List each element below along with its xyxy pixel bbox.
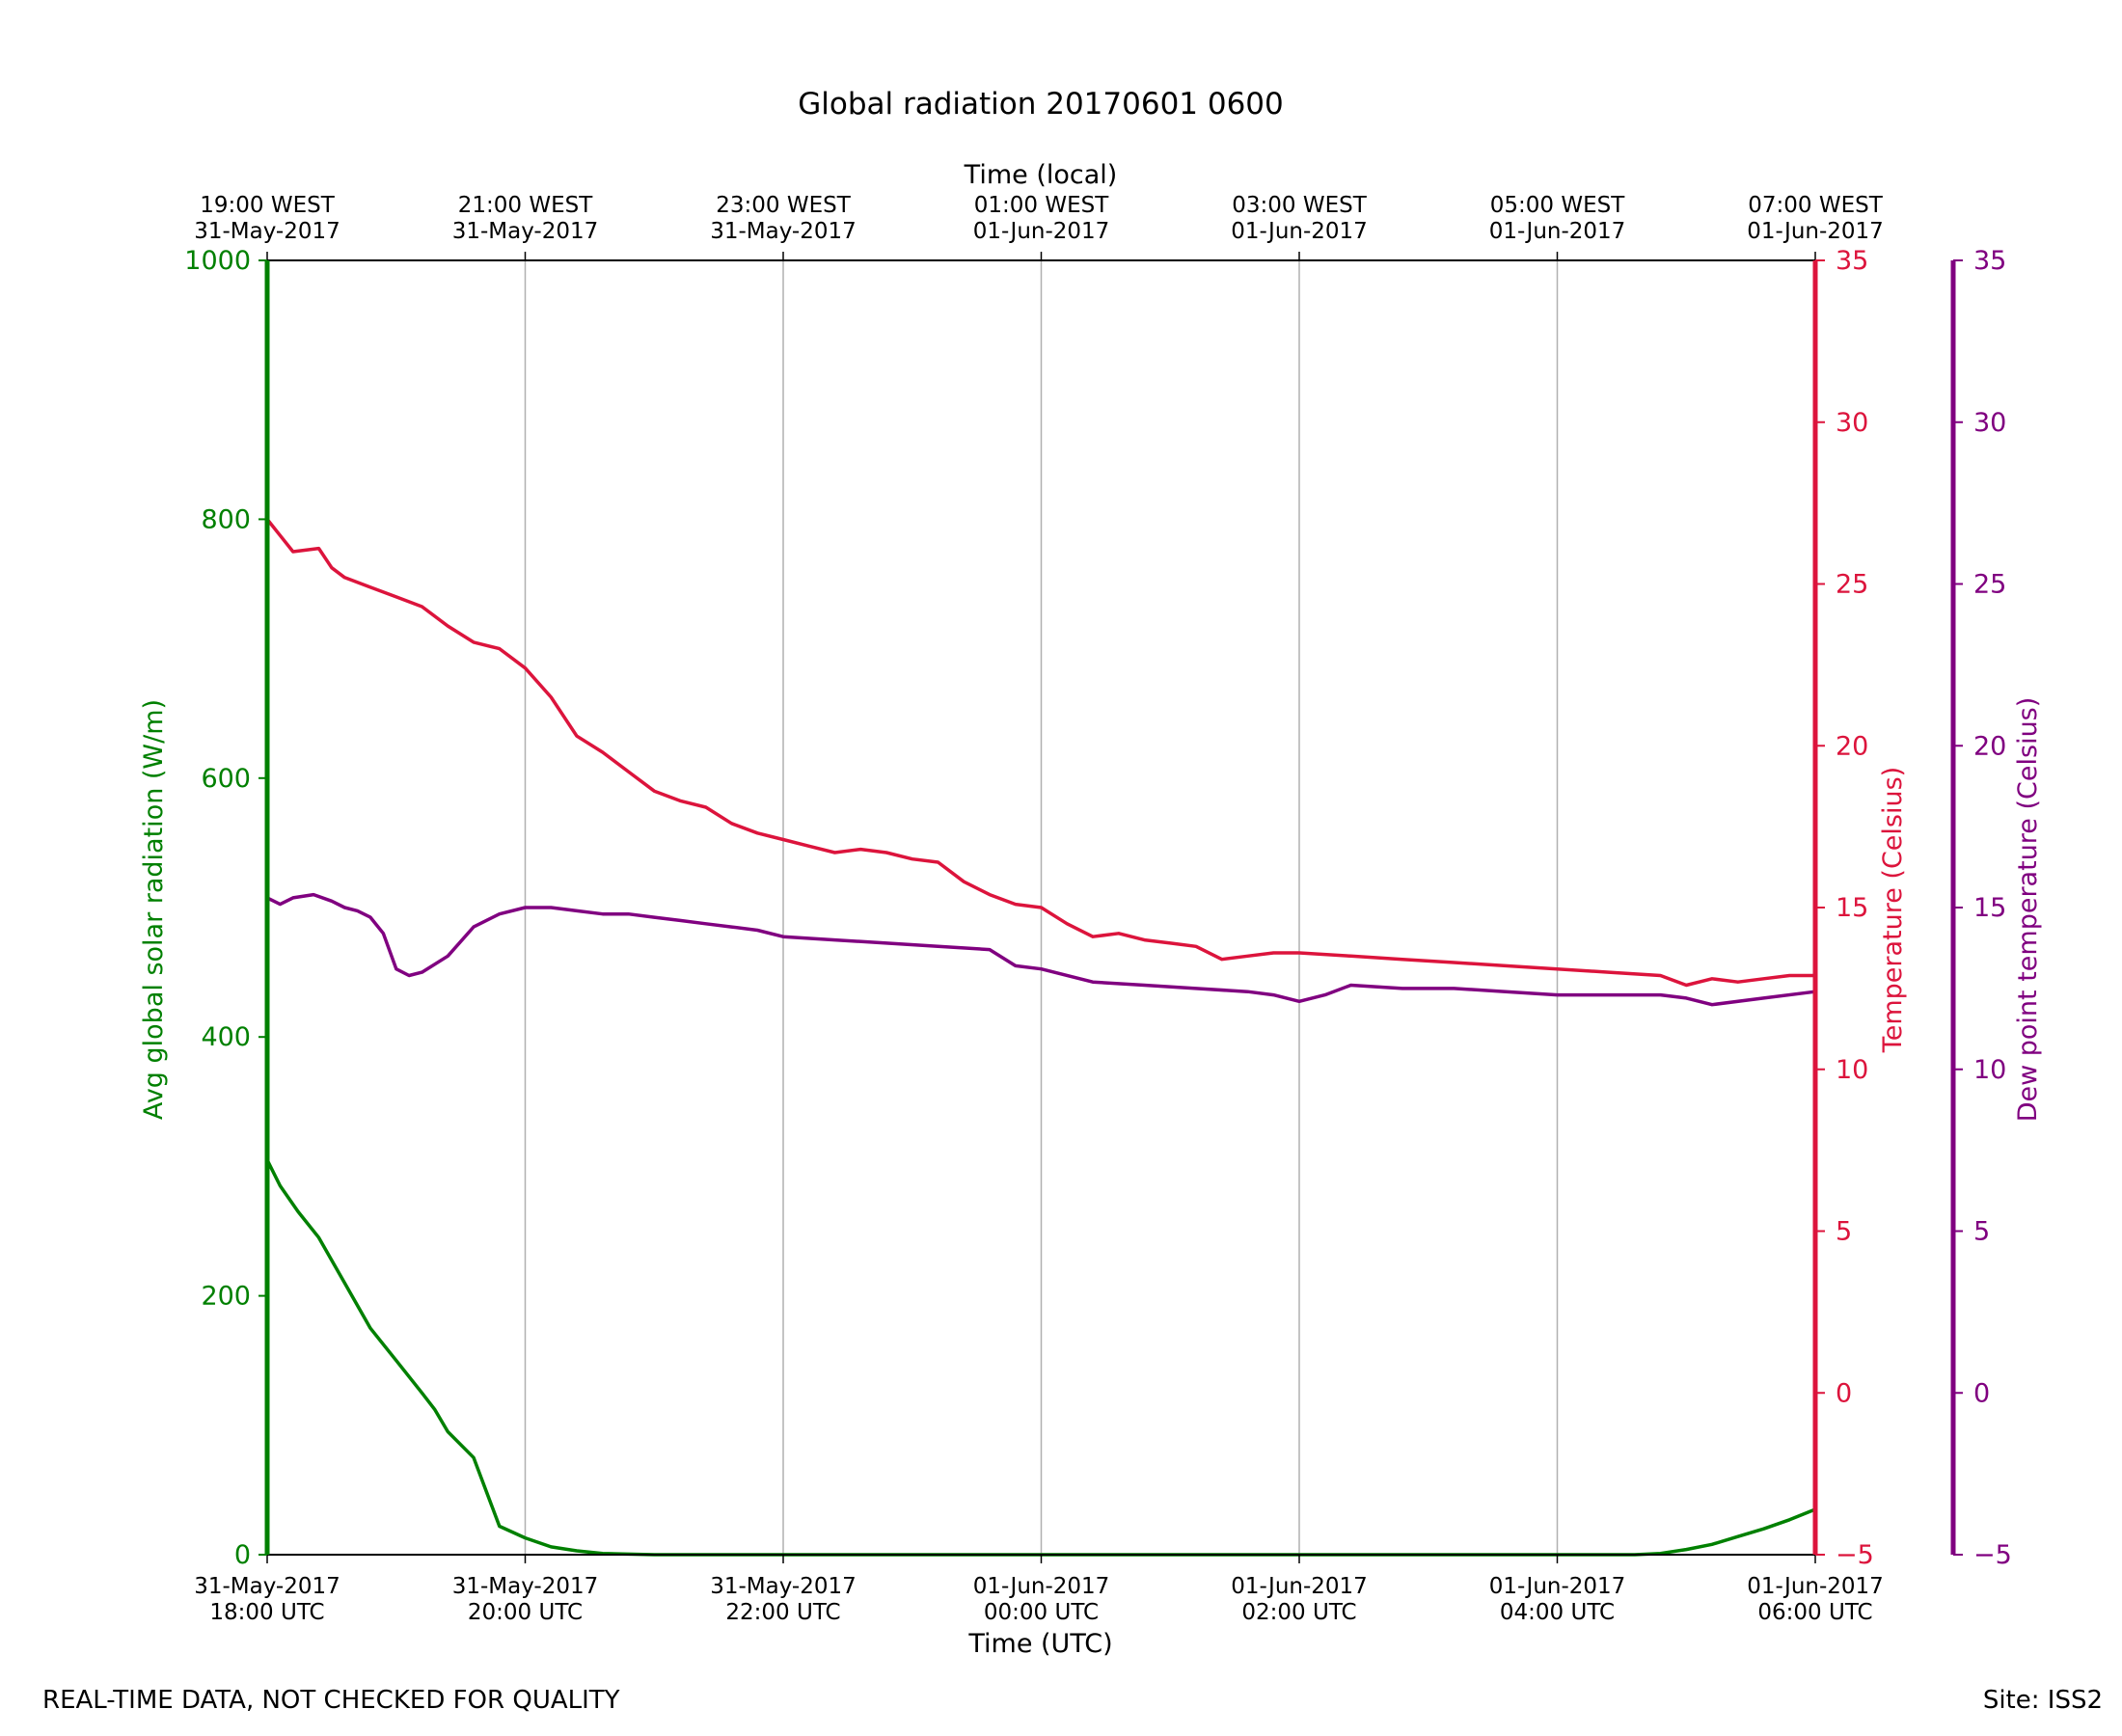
series-line	[265, 518, 1815, 988]
radiation-tick-label: 600	[201, 764, 251, 794]
x-tick-label: 31-May-2017	[194, 1574, 340, 1599]
temperature-tick-label: −5	[1836, 1540, 1874, 1570]
temperature-tick-label: 20	[1836, 731, 1868, 761]
x-tick-label: 20:00 UTC	[468, 1600, 583, 1625]
dewpoint-tick-label: 35	[1973, 246, 2006, 276]
dewpoint-tick-label: 10	[1973, 1055, 2006, 1085]
x-tick-label: 01-Jun-2017	[1489, 1574, 1626, 1599]
x2-tick-label: 03:00 WEST	[1232, 193, 1367, 218]
x-tick-label: 01-Jun-2017	[1747, 1574, 1884, 1599]
temperature-tick-label: 0	[1836, 1378, 1852, 1408]
x-tick-label: 00:00 UTC	[984, 1600, 1099, 1625]
x2-tick-label: 21:00 WEST	[458, 193, 593, 218]
radiation-tick-label: 800	[201, 504, 251, 534]
x-tick-label: 22:00 UTC	[725, 1600, 840, 1625]
dewpoint-tick-label: −5	[1973, 1540, 2012, 1570]
x2-tick-label: 05:00 WEST	[1490, 193, 1625, 218]
radiation-tick-label: 1000	[184, 246, 251, 276]
x2-tick-label: 23:00 WEST	[716, 193, 851, 218]
dewpoint-tick-label: 30	[1973, 408, 2006, 438]
dewpoint-tick-label: 25	[1973, 570, 2006, 600]
top-axis-label: Time (local)	[964, 160, 1118, 190]
radiation-tick-label: 0	[234, 1540, 251, 1570]
x-tick-label: 06:00 UTC	[1757, 1600, 1872, 1625]
series-line	[266, 892, 1816, 1007]
radiation-tick-label: 400	[201, 1022, 251, 1052]
x-tick-label: 31-May-2017	[452, 1574, 599, 1599]
x2-tick-label: 31-May-2017	[194, 219, 340, 244]
x2-tick-label: 01-Jun-2017	[1747, 219, 1884, 244]
dewpoint-tick-label: 0	[1973, 1378, 1990, 1408]
x-tick-label: 01-Jun-2017	[1231, 1574, 1368, 1599]
temperature-tick-label: 30	[1836, 408, 1868, 438]
x2-tick-label: 01-Jun-2017	[1231, 219, 1368, 244]
temperature-tick-label: 35	[1836, 246, 1868, 276]
dewpoint-tick-label: 15	[1973, 893, 2006, 923]
temperature-tick-label: 15	[1836, 893, 1868, 923]
quality-disclaimer: REAL-TIME DATA, NOT CHECKED FOR QUALITY	[42, 1686, 620, 1715]
temperature-tick-label: 10	[1836, 1055, 1868, 1085]
x-tick-label: 18:00 UTC	[209, 1600, 324, 1625]
x-tick-label: 02:00 UTC	[1241, 1600, 1356, 1625]
x2-tick-label: 07:00 WEST	[1748, 193, 1883, 218]
site-label: Site: ISS2	[1982, 1686, 2103, 1715]
temperature-tick-label: 25	[1836, 570, 1868, 600]
radiation-axis-label: Avg global solar radiation (W/m)	[139, 699, 169, 1120]
x2-tick-label: 01-Jun-2017	[973, 219, 1110, 244]
bottom-axis-label: Time (UTC)	[967, 1629, 1112, 1659]
x2-tick-label: 31-May-2017	[710, 219, 857, 244]
x-tick-label: 04:00 UTC	[1500, 1600, 1615, 1625]
dewpoint-axis-label: Dew point temperature (Celsius)	[2013, 697, 2043, 1123]
x2-tick-label: 01-Jun-2017	[1489, 219, 1626, 244]
x2-tick-label: 19:00 WEST	[200, 193, 335, 218]
series-line	[265, 1158, 1816, 1557]
temperature-tick-label: 5	[1836, 1217, 1852, 1247]
x2-tick-label: 01:00 WEST	[974, 193, 1109, 218]
dewpoint-tick-label: 5	[1973, 1217, 1990, 1247]
series-layer	[265, 518, 1816, 1557]
chart-title: Global radiation 20170601 0600	[798, 87, 1284, 122]
x2-tick-label: 31-May-2017	[452, 219, 599, 244]
dewpoint-tick-label: 20	[1973, 731, 2006, 761]
radiation-tick-label: 200	[201, 1282, 251, 1312]
x-tick-label: 31-May-2017	[710, 1574, 857, 1599]
x-tick-label: 01-Jun-2017	[973, 1574, 1110, 1599]
temperature-axis-label: Temperature (Celsius)	[1878, 767, 1908, 1053]
